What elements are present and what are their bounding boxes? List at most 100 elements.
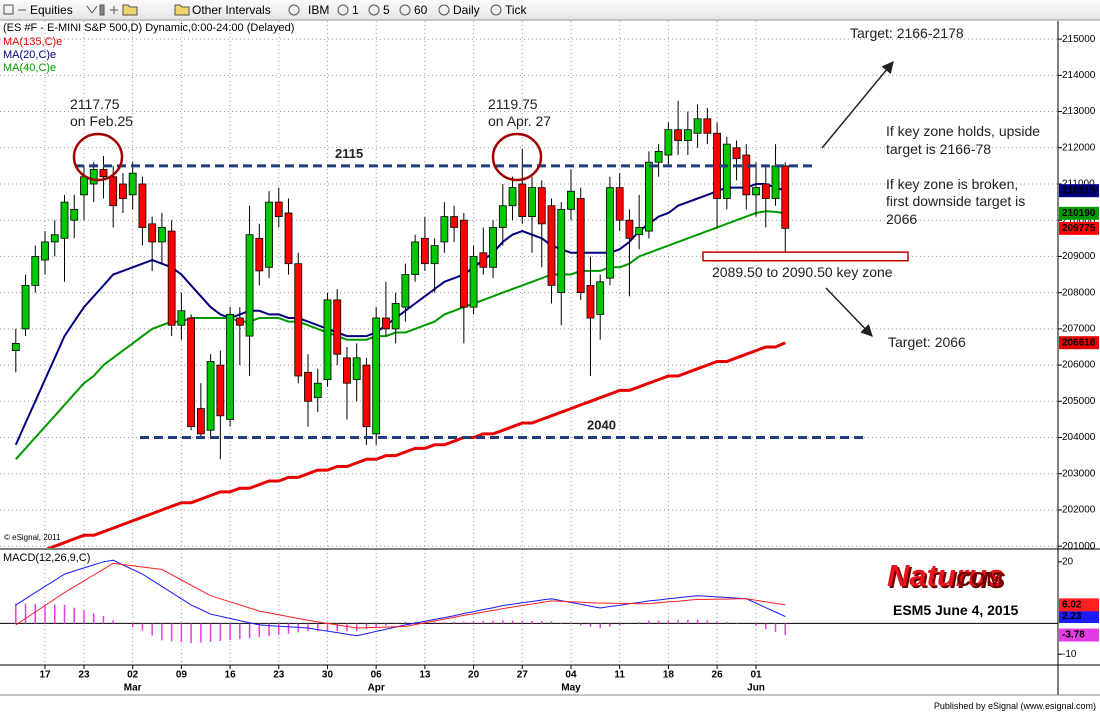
- toolbar-item[interactable]: Equities: [30, 3, 73, 17]
- candle-body: [187, 317, 196, 428]
- highlight-circle: [72, 132, 124, 182]
- candle-body: [479, 252, 488, 268]
- candle-body: [216, 364, 225, 417]
- candle-body: [70, 208, 79, 221]
- last-price-label: 209775: [1062, 223, 1096, 234]
- candle-body: [781, 165, 790, 229]
- y-tick-label: -10: [1062, 649, 1077, 660]
- candle-body: [732, 147, 741, 160]
- x-tick-label: 23: [78, 670, 90, 681]
- candle-body: [41, 241, 49, 261]
- toolbar-item[interactable]: Tick: [505, 3, 528, 17]
- candle-body: [99, 169, 108, 178]
- candle-body: [128, 172, 137, 196]
- candle-body: [284, 212, 293, 265]
- x-month-label: Jun: [747, 683, 765, 694]
- candle-body: [294, 263, 303, 377]
- candle-body: [635, 227, 644, 236]
- candle-body: [761, 183, 770, 199]
- toolbar-item[interactable]: 1: [352, 3, 359, 17]
- annotation: If key zone holds, upside: [886, 123, 1040, 139]
- candle-body: [265, 201, 273, 268]
- candle-body: [31, 256, 40, 286]
- annotation: 2066: [886, 211, 917, 227]
- macd-line: [15, 562, 786, 629]
- candle-body: [722, 143, 731, 199]
- y-tick-label: 213000: [1062, 106, 1096, 117]
- toolbar-item[interactable]: Other Intervals: [192, 3, 271, 17]
- candle-body: [138, 183, 147, 228]
- key-zone: [702, 251, 909, 262]
- arrow-down: [825, 287, 873, 337]
- candle-body: [177, 310, 186, 326]
- y-tick-label: 207000: [1062, 324, 1096, 335]
- candle-body: [352, 357, 361, 380]
- candle-body: [323, 299, 332, 380]
- last-value-label: 6.02: [1062, 599, 1082, 610]
- candle-body: [518, 183, 527, 217]
- toolbar-item[interactable]: 5: [383, 3, 390, 17]
- candle-body: [89, 169, 98, 185]
- candle-body: [450, 216, 459, 228]
- toolbar-item[interactable]: IBM: [308, 3, 329, 17]
- annotation: on Feb.25: [70, 113, 133, 129]
- candle-body: [683, 129, 692, 141]
- annotation: Target: 2166-2178: [850, 25, 964, 41]
- candle-body: [274, 201, 283, 217]
- toolbar-item[interactable]: 60: [414, 3, 428, 17]
- candle-body: [742, 154, 751, 196]
- candle-body: [109, 176, 118, 207]
- legend-entry: MA(20,C)e: [3, 49, 56, 61]
- key-zone-label: 2089.50 to 2090.50 key zone: [712, 264, 893, 280]
- y-tick-label: 211000: [1062, 179, 1095, 190]
- candle-body: [703, 118, 712, 134]
- toolbar-items: Equities Other Intervals IBM 1 5 60 Daily Tick: [30, 3, 528, 17]
- candle-body: [304, 371, 312, 402]
- candle-body: [382, 317, 390, 330]
- last-value-box: [1059, 184, 1099, 198]
- toolbar-item[interactable]: Daily: [453, 3, 480, 17]
- last-value-box: [1059, 336, 1099, 350]
- candle-body: [596, 281, 605, 315]
- y-tick-label: 206000: [1062, 360, 1096, 371]
- candle-body: [528, 187, 536, 217]
- logo-suffix: .COM: [951, 569, 1003, 591]
- candle-body: [21, 285, 30, 330]
- y-tick-label: 201000: [1062, 541, 1096, 552]
- candle-body: [440, 216, 449, 243]
- candle-body: [547, 205, 556, 286]
- y-tick-label: 208000: [1062, 287, 1096, 298]
- y-tick-label: 209000: [1062, 251, 1096, 262]
- candle-body: [343, 357, 351, 384]
- annotation: first downside target is: [886, 193, 1025, 209]
- candle-body: [255, 237, 264, 272]
- candle-body: [586, 285, 595, 319]
- candle-body: [411, 241, 420, 275]
- candle-body: [674, 129, 683, 141]
- candle-body: [576, 198, 585, 294]
- last-value-box: [1059, 610, 1099, 624]
- x-tick-label: 27: [517, 670, 529, 681]
- y-tick-label: 20: [1062, 556, 1074, 567]
- toolbar: [0, 0, 1100, 20]
- x-tick-label: 23: [273, 670, 285, 681]
- plot-area: [0, 21, 1058, 665]
- footer: Published by eSignal (www.esignal.com): [934, 701, 1096, 711]
- y-tick-label: 215000: [1062, 34, 1096, 45]
- last-value-box: [1059, 598, 1099, 612]
- candle-body: [693, 118, 702, 134]
- x-tick-label: 20: [468, 670, 480, 681]
- candle-body: [498, 205, 507, 228]
- candle-body: [420, 237, 429, 265]
- x-month-label: Apr: [368, 683, 385, 694]
- toolbar-icons: [3, 4, 502, 16]
- candle-body: [226, 313, 234, 420]
- logo: Naturus: [887, 558, 1004, 593]
- candle-body: [645, 161, 653, 232]
- macd-line: [15, 559, 786, 637]
- last-value-label: 210190: [1062, 208, 1096, 219]
- x-tick-label: 17: [39, 670, 51, 681]
- candle-body: [167, 230, 176, 326]
